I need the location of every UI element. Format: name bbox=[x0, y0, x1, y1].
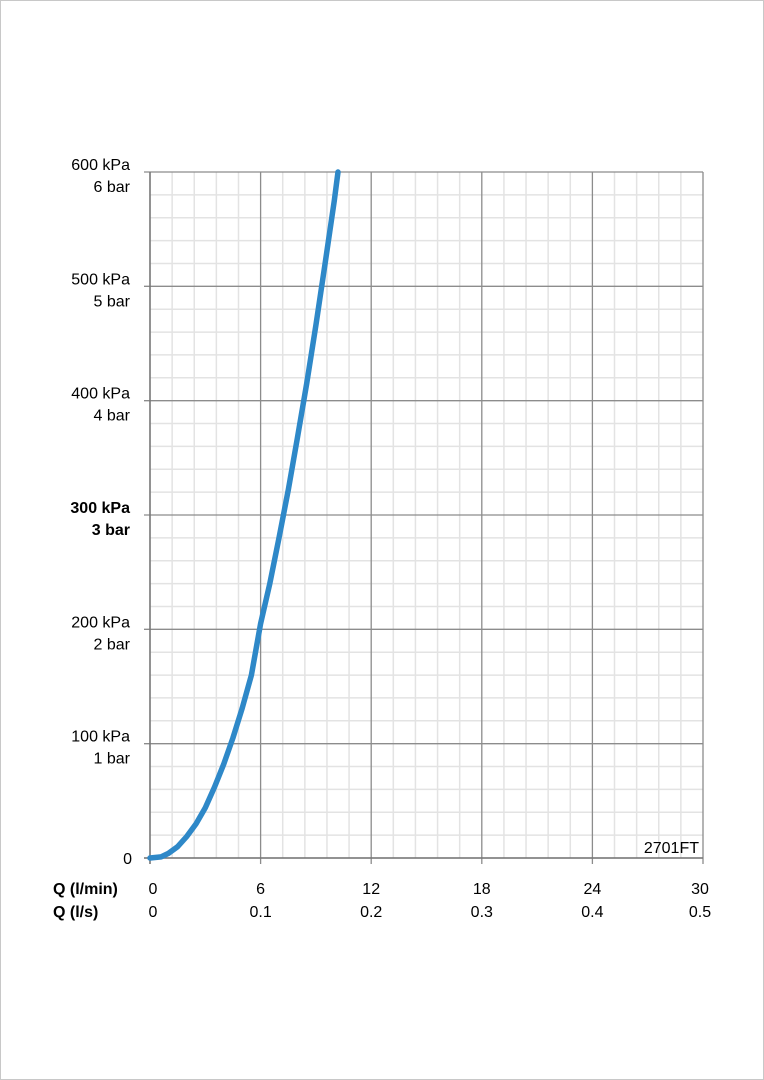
y-tick-label-bar: 4 bar bbox=[94, 408, 131, 425]
y-tick-label-bar: 1 bar bbox=[94, 751, 131, 768]
x-tick-label-ls: 0.2 bbox=[360, 904, 382, 921]
x-tick-label-ls: 0.4 bbox=[581, 904, 603, 921]
y-tick-label-kpa: 600 kPa bbox=[71, 157, 130, 174]
y-tick-label-kpa: 0 bbox=[123, 851, 132, 868]
x-tick-label-lmin: 18 bbox=[473, 881, 491, 898]
x-tick-label-ls: 0.5 bbox=[689, 904, 711, 921]
x-axis-label-lmin: Q (l/min) bbox=[53, 881, 118, 898]
y-tick-label-bar: 5 bar bbox=[94, 293, 131, 310]
y-tick-label-bar: 2 bar bbox=[94, 636, 131, 653]
x-tick-label-ls: 0.3 bbox=[471, 904, 493, 921]
model-code-label: 2701FT bbox=[644, 840, 699, 857]
x-tick-label-lmin: 12 bbox=[362, 881, 380, 898]
x-tick-label-lmin: 6 bbox=[256, 881, 265, 898]
y-tick-label-kpa: 100 kPa bbox=[71, 729, 130, 746]
x-axis-label-ls: Q (l/s) bbox=[53, 904, 98, 921]
y-tick-label-bar: 3 bar bbox=[92, 522, 130, 539]
x-tick-label-lmin: 0 bbox=[149, 881, 158, 898]
y-tick-label-kpa: 300 kPa bbox=[70, 500, 130, 517]
x-tick-label-ls: 0 bbox=[149, 904, 158, 921]
x-tick-label-ls: 0.1 bbox=[249, 904, 271, 921]
x-tick-label-lmin: 24 bbox=[584, 881, 602, 898]
x-tick-label-lmin: 30 bbox=[691, 881, 709, 898]
series-line bbox=[147, 169, 341, 861]
y-tick-label-kpa: 400 kPa bbox=[71, 386, 130, 403]
y-tick-label-bar: 6 bar bbox=[94, 179, 131, 196]
y-tick-label-kpa: 500 kPa bbox=[71, 271, 130, 288]
y-tick-label-kpa: 200 kPa bbox=[71, 614, 130, 631]
